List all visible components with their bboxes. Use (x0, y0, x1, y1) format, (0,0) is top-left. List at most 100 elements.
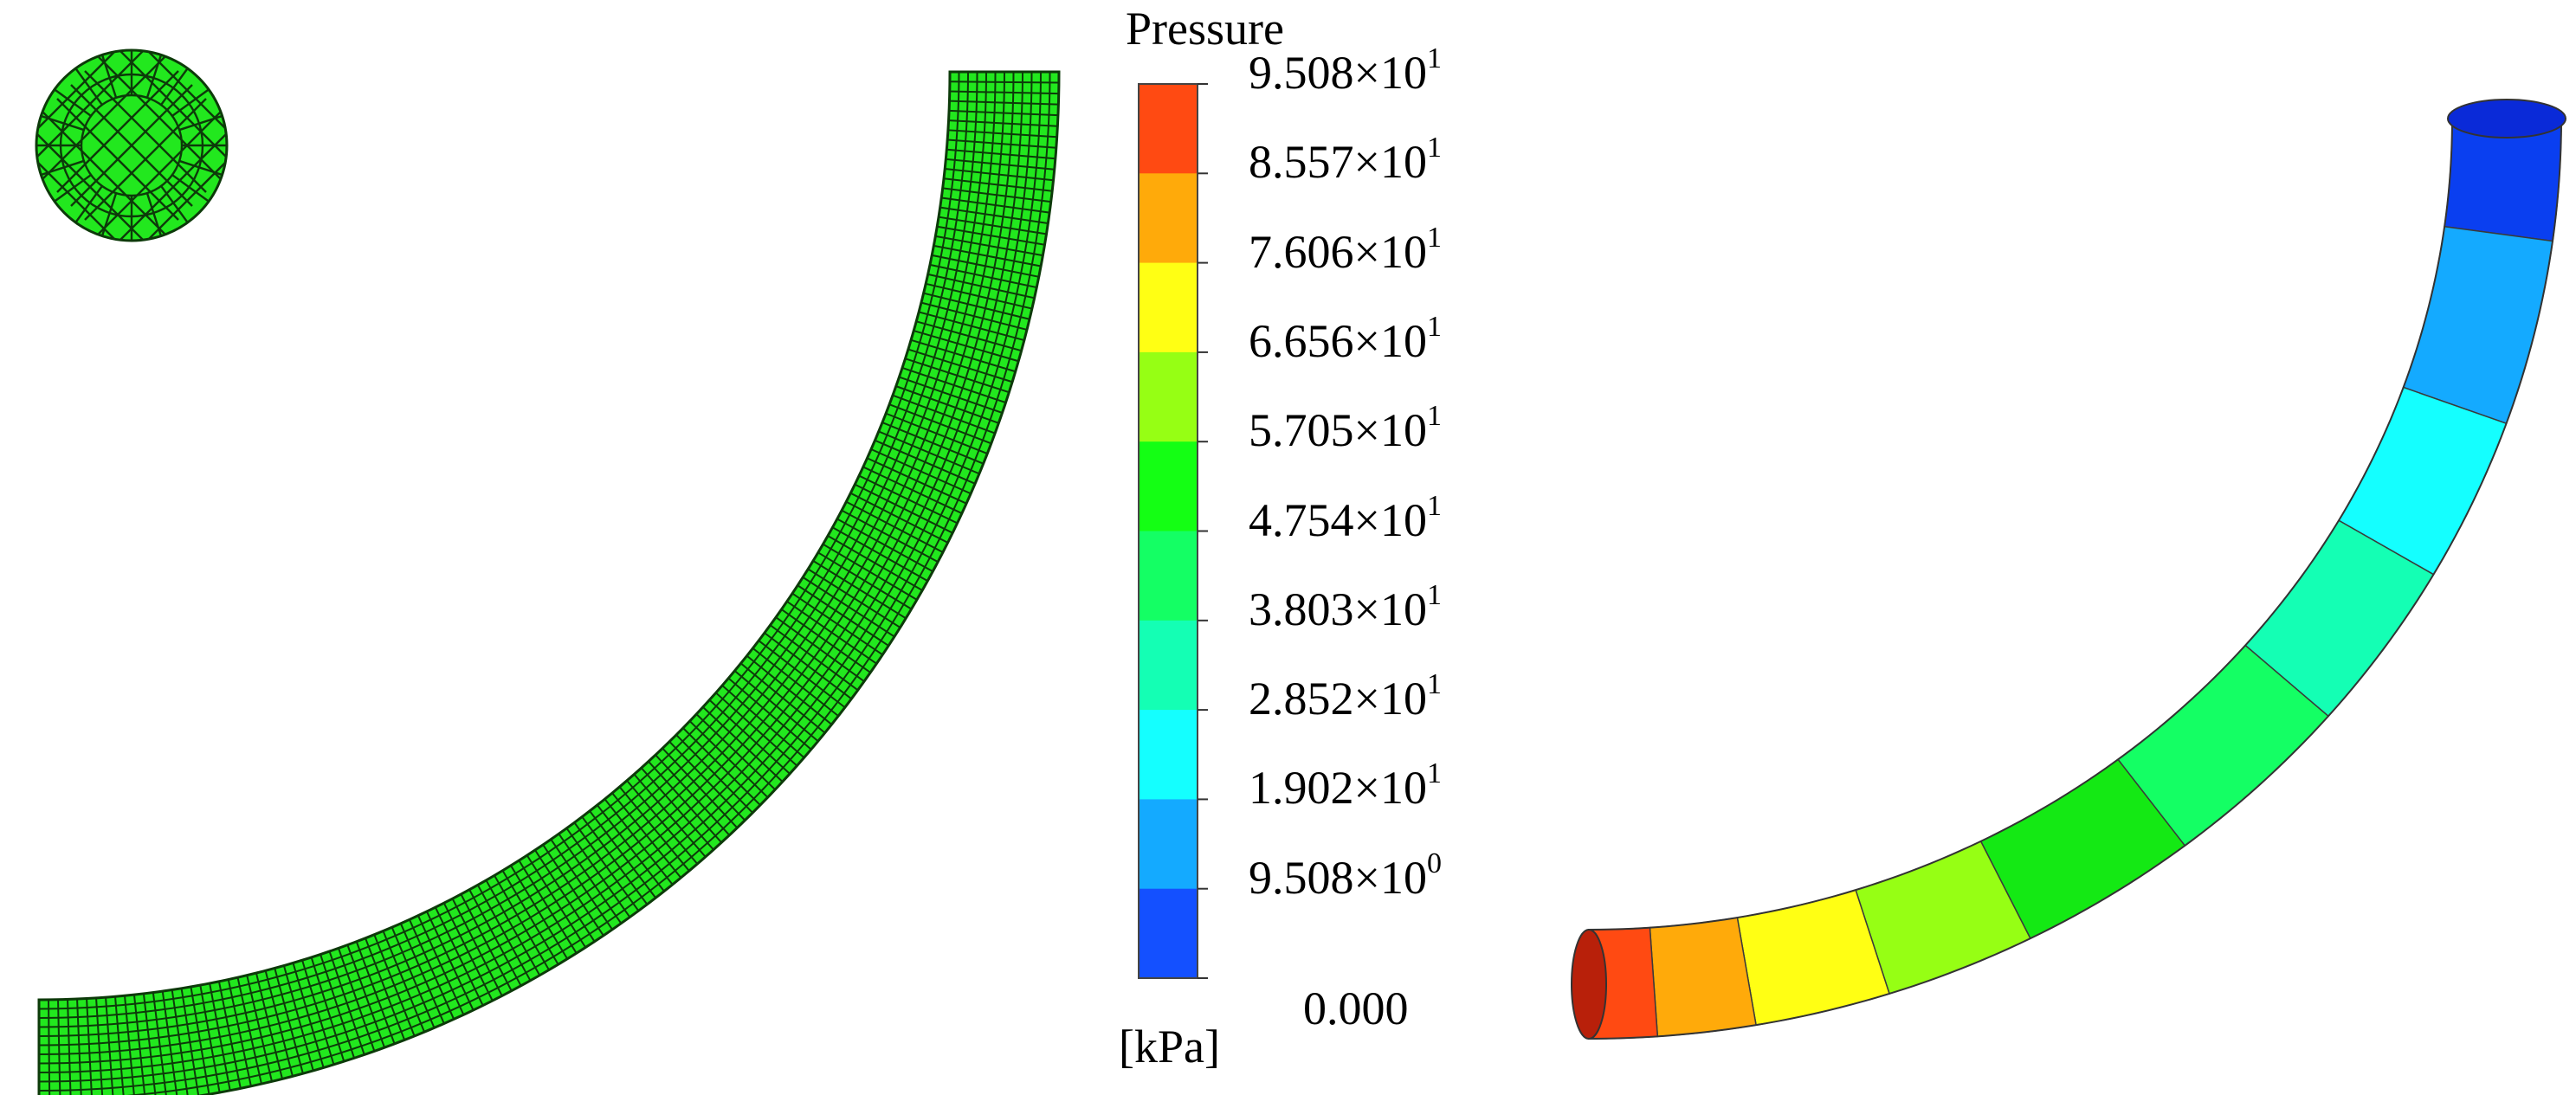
mesh-cross-line (938, 216, 1047, 235)
tick-exponent: 1 (1426, 400, 1442, 433)
legend-band-6 (1139, 620, 1198, 711)
mesh-cross-line (733, 670, 819, 743)
mesh-cross-line (948, 119, 1058, 127)
mesh-cross-line (943, 177, 1053, 192)
legend-band-7 (1139, 710, 1198, 800)
mesh-cross-line (935, 235, 1043, 257)
mesh-cross-line (558, 833, 623, 924)
mesh-cross-line (48, 999, 51, 1095)
mesh-cross-line (114, 996, 125, 1095)
mesh-cross-line (426, 911, 475, 1011)
mesh-cross-line (878, 430, 980, 475)
mesh-cross-line (949, 81, 1059, 84)
legend-title: Pressure (1126, 3, 1284, 55)
tick-times: ×10 (1353, 225, 1427, 278)
mesh-cross-line (227, 979, 252, 1087)
legend-band-3 (1139, 351, 1198, 442)
mesh-cross-line (328, 950, 365, 1055)
mesh-cross-line (849, 492, 949, 544)
mesh-cross-line (933, 244, 1042, 267)
cross-spoke (171, 88, 210, 117)
tick-times: ×10 (1353, 673, 1427, 725)
cross-grid-line (112, 50, 227, 165)
legend-tick-label: 4.754×101 (1249, 491, 1442, 546)
cross-grid-line (98, 56, 221, 179)
mesh-cross-line (682, 727, 761, 806)
mesh-cross-line (310, 957, 345, 1062)
mesh-cross-line (949, 100, 1059, 106)
mesh-cross-line (526, 854, 587, 949)
mesh-cross-line (746, 654, 833, 725)
cross-section-mesh (35, 48, 229, 242)
mesh-cross-line (836, 518, 933, 573)
legend-tick-label: 5.705×101 (1249, 402, 1442, 454)
mesh-cross-line (675, 734, 753, 814)
mesh-cross-line (161, 990, 178, 1095)
cross-spoke (54, 88, 92, 117)
mesh-cross-line (875, 439, 976, 485)
mesh-cross-line (920, 301, 1028, 331)
mesh-cross-line (640, 767, 714, 851)
mesh-cross-line (550, 839, 613, 931)
mesh-cross-line (932, 254, 1039, 278)
cross-spoke (160, 185, 189, 223)
inlet-face (1571, 929, 1607, 1040)
mesh-cross-line (662, 747, 739, 828)
legend-unit: [kPa] (1119, 1021, 1220, 1072)
mesh-cross-line (822, 543, 918, 601)
cross-grid-line (98, 112, 221, 235)
mesh-cross-line (565, 828, 631, 918)
mesh-cross-line (209, 982, 231, 1091)
tick-mantissa: 4.754 (1249, 493, 1354, 546)
mesh-cross-line (434, 906, 484, 1007)
tick-exponent: 1 (1426, 757, 1442, 790)
contour-band-1 (2402, 225, 2553, 425)
legend-tick-label: 8.557×101 (1249, 133, 1442, 186)
mesh-cross-line (86, 998, 93, 1095)
mesh-cross-line (105, 997, 114, 1095)
mesh-cross-line (946, 148, 1056, 160)
legend-tick-label: 2.852×101 (1249, 670, 1442, 725)
mesh-cross-line (939, 206, 1049, 224)
mesh-cross-line (870, 448, 972, 495)
mesh-cross-line (382, 931, 426, 1033)
mesh-cross-line (274, 968, 304, 1074)
legend-tick-label: 9.508×100 (1249, 848, 1442, 904)
cross-grid-line (112, 126, 227, 241)
mesh-cross-line (246, 975, 273, 1082)
pipe-mesh (37, 70, 1061, 1095)
mesh-cross-line (832, 526, 928, 582)
mesh-cross-line (264, 970, 294, 1077)
mesh-cross-line (775, 616, 865, 682)
cross-spoke (160, 68, 189, 106)
mesh-cross-line (460, 893, 513, 992)
mesh-cross-line (688, 720, 769, 798)
tick-mantissa: 9.508 (1249, 47, 1354, 99)
cross-grid-line (126, 50, 227, 151)
cross-grid-line (70, 84, 193, 207)
mesh-cross-line (494, 874, 550, 970)
mesh-cross-line (945, 168, 1054, 182)
mesh-cross-line (764, 632, 852, 700)
mesh-cross-line (918, 311, 1025, 342)
tick-times: ×10 (1353, 851, 1427, 904)
mesh-cross-line (180, 988, 200, 1095)
mesh-cross-line (142, 993, 157, 1095)
mesh-cross-line (807, 568, 901, 628)
mesh-cross-line (942, 187, 1051, 203)
tick-mantissa: 3.803 (1249, 583, 1354, 635)
mesh-cross-line (905, 357, 1010, 394)
cross-spoke (54, 174, 92, 203)
mesh-cross-line (171, 989, 189, 1095)
mesh-cross-line (346, 944, 385, 1048)
mesh-cross-line (802, 576, 895, 638)
mesh-cross-line (373, 934, 416, 1037)
mesh-cross-line (817, 551, 913, 610)
tick-times: ×10 (1353, 493, 1427, 546)
outlet-face (2447, 99, 2566, 138)
tick-exponent: 1 (1426, 221, 1442, 254)
pressure-contour-pipe (1571, 99, 2566, 1040)
legend-tick-label: 9.508×101 (1249, 44, 1442, 99)
mesh-cross-line (927, 273, 1035, 300)
